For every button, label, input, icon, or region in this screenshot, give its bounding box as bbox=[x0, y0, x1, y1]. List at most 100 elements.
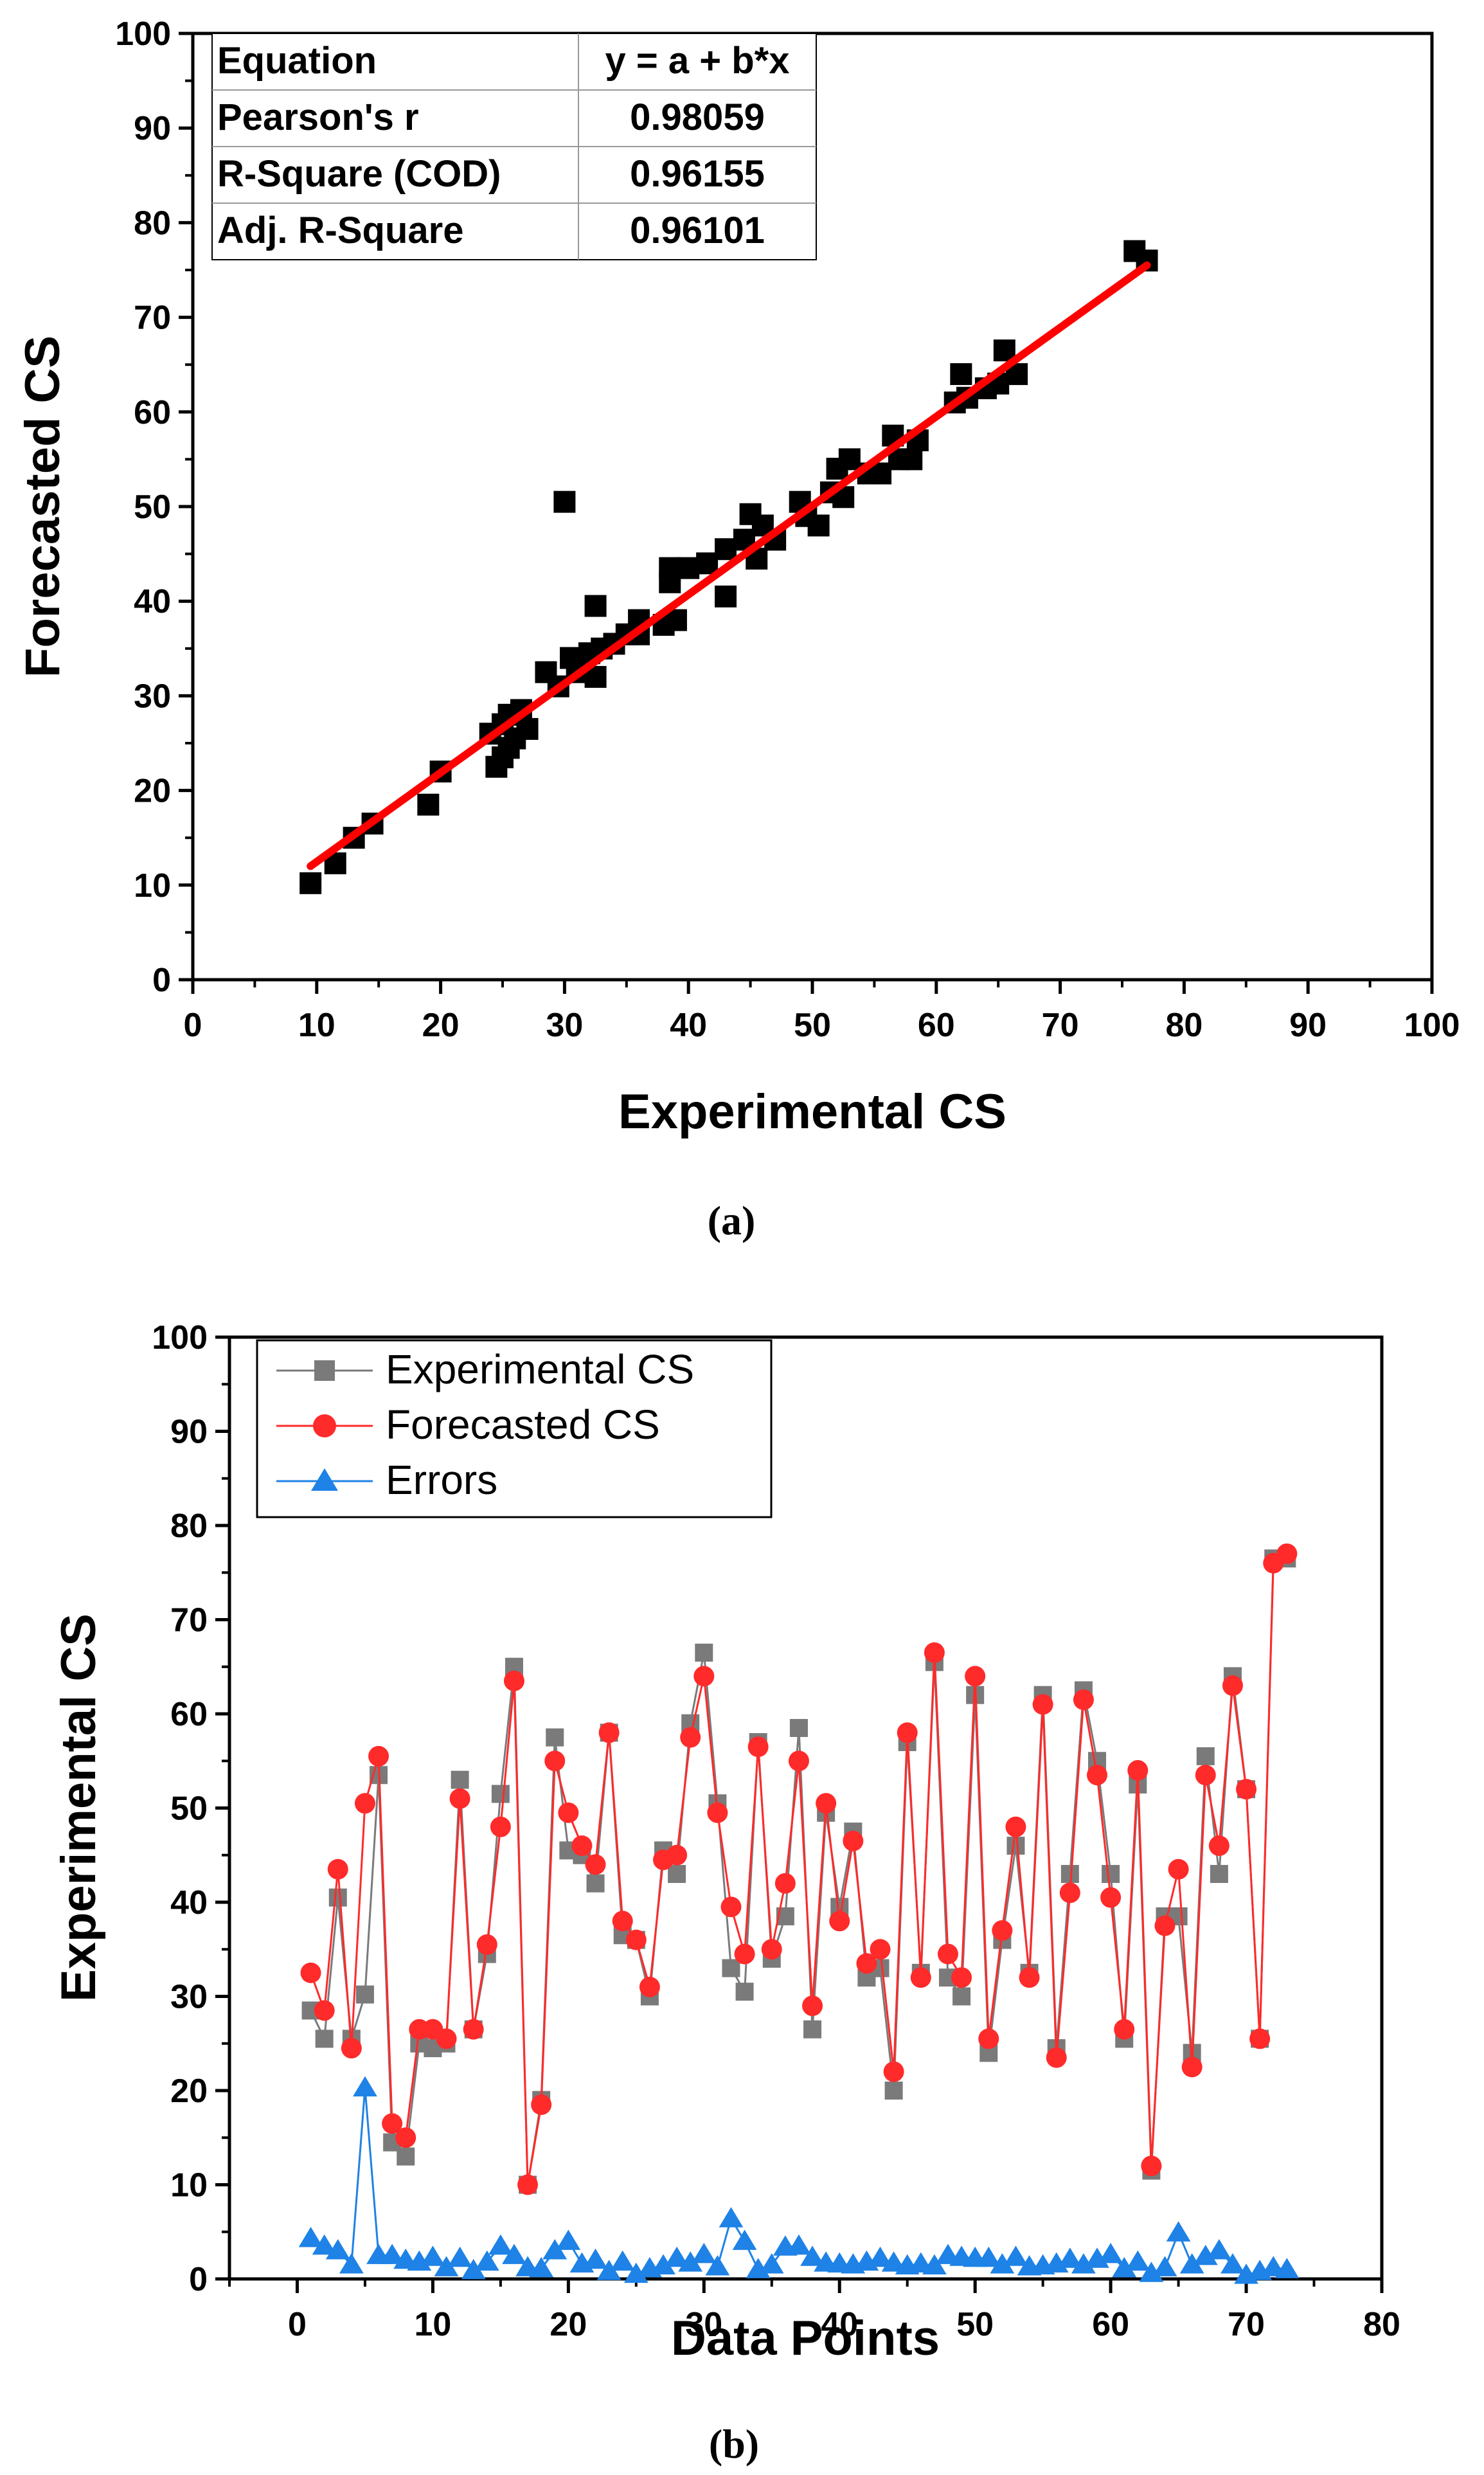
y-tick-label-a: 20 bbox=[134, 773, 171, 810]
legend-label-experimental: Experimental CS bbox=[386, 1346, 694, 1392]
x-tick-label-a: 30 bbox=[546, 1007, 583, 1044]
x-tick-label-b: 70 bbox=[1228, 2306, 1265, 2343]
stats-label-r-square: R-Square (COD) bbox=[217, 153, 501, 195]
point-forecasted bbox=[1127, 1760, 1149, 1781]
point-forecasted bbox=[382, 2113, 403, 2134]
x-tick-label-a: 80 bbox=[1165, 1007, 1202, 1044]
point-forecasted bbox=[463, 2019, 484, 2040]
point-error bbox=[1112, 2256, 1137, 2278]
point-forecasted bbox=[761, 1939, 782, 1960]
point-forecasted bbox=[612, 1911, 633, 1932]
point-forecasted bbox=[1141, 2156, 1162, 2177]
point-error bbox=[461, 2258, 486, 2280]
point-forecasted bbox=[870, 1939, 891, 1960]
point-experimental bbox=[315, 2030, 334, 2048]
point-experimental bbox=[695, 1643, 713, 1662]
point-experimental bbox=[491, 1785, 510, 1803]
point-forecasted bbox=[354, 1793, 375, 1814]
point-experimental bbox=[735, 1983, 754, 2001]
y-tick-label-b: 80 bbox=[170, 1508, 208, 1545]
x-tick-label-a: 100 bbox=[1404, 1007, 1460, 1044]
x-tick-label-b: 80 bbox=[1363, 2306, 1400, 2343]
point-error bbox=[787, 2234, 811, 2255]
y-tick-label-a: 60 bbox=[134, 394, 171, 431]
point-error bbox=[705, 2254, 730, 2276]
x-tick-label-a: 70 bbox=[1042, 1007, 1079, 1044]
point-experimental bbox=[1006, 1837, 1025, 1855]
y-tick-label-a: 10 bbox=[134, 867, 171, 905]
x-tick-label-b: 0 bbox=[288, 2306, 307, 2343]
point-error bbox=[1206, 2239, 1231, 2260]
point-experimental bbox=[397, 2147, 415, 2166]
point-forecasted bbox=[1181, 2056, 1202, 2078]
point-error bbox=[868, 2246, 893, 2267]
point-experimental bbox=[451, 1770, 469, 1789]
point-error bbox=[474, 2250, 499, 2271]
x-tick-label-b: 20 bbox=[550, 2306, 587, 2343]
scatter-point bbox=[299, 872, 322, 894]
line-panel-b: 0 10 20 30 40 50 60 70 800102030405060708090100 … bbox=[51, 1319, 1400, 2467]
point-forecasted bbox=[1032, 1694, 1053, 1715]
point-forecasted bbox=[1249, 2028, 1271, 2049]
point-experimental bbox=[1196, 1747, 1215, 1765]
point-error bbox=[542, 2239, 568, 2260]
stats-value-adj-r-square: 0.96101 bbox=[630, 210, 765, 251]
legend-marker-triangle bbox=[311, 1468, 338, 1491]
point-experimental bbox=[328, 1888, 347, 1907]
stats-label-pearson: Pearson's r bbox=[217, 96, 419, 138]
point-forecasted bbox=[531, 2094, 552, 2115]
point-error bbox=[732, 2229, 757, 2250]
point-error bbox=[990, 2253, 1015, 2274]
point-error bbox=[325, 2239, 350, 2260]
point-forecasted bbox=[693, 1666, 715, 1687]
stats-value-equation: y = a + b*x bbox=[605, 40, 790, 82]
point-forecasted bbox=[341, 2038, 362, 2059]
scatter-panel-a: 0 10 20 30 40 50 60 70 80 90 100 0 10 20 30 40 50 60 70 80 9… bbox=[15, 15, 1460, 1243]
scatter-point bbox=[584, 595, 607, 617]
point-forecasted bbox=[1276, 1543, 1298, 1564]
point-error bbox=[1152, 2256, 1177, 2276]
point-forecasted bbox=[1019, 1967, 1040, 1988]
point-error bbox=[1057, 2247, 1082, 2268]
point-forecasted bbox=[585, 1854, 606, 1875]
point-experimental bbox=[586, 1874, 605, 1893]
point-error bbox=[529, 2256, 554, 2278]
scatter-point bbox=[715, 585, 737, 608]
point-forecasted bbox=[1059, 1882, 1080, 1904]
point-forecasted bbox=[1114, 2019, 1135, 2040]
y-tick-label-a: 80 bbox=[134, 204, 171, 242]
y-tick-label-a: 70 bbox=[134, 300, 171, 337]
legend-label-errors: Errors bbox=[386, 1457, 497, 1503]
point-error bbox=[719, 2207, 744, 2228]
point-forecasted bbox=[788, 1751, 809, 1772]
point-forecasted bbox=[707, 1802, 728, 1823]
legend-marker-circle bbox=[313, 1414, 336, 1437]
point-error bbox=[1071, 2253, 1096, 2274]
point-forecasted bbox=[965, 1666, 986, 1687]
point-error bbox=[1220, 2253, 1245, 2274]
point-forecasted bbox=[829, 1911, 850, 1932]
point-forecasted bbox=[937, 1943, 958, 1965]
point-error bbox=[1274, 2258, 1300, 2278]
point-error bbox=[1139, 2262, 1164, 2282]
point-experimental bbox=[546, 1728, 564, 1747]
x-tick-label-a: 10 bbox=[298, 1007, 335, 1044]
point-forecasted bbox=[1154, 1915, 1176, 1936]
point-forecasted bbox=[558, 1802, 579, 1823]
scatter-point bbox=[950, 363, 972, 385]
legend-marker-square bbox=[314, 1360, 335, 1381]
point-error bbox=[353, 2076, 377, 2097]
scatter-point bbox=[900, 448, 923, 471]
point-forecasted bbox=[300, 1962, 321, 1983]
x-tick-label-b: 30 bbox=[685, 2306, 722, 2343]
point-forecasted bbox=[1168, 1859, 1189, 1880]
caption-b: (b) bbox=[709, 2421, 759, 2467]
point-forecasted bbox=[1046, 2047, 1067, 2068]
point-forecasted bbox=[490, 1816, 511, 1837]
point-error bbox=[678, 2251, 703, 2272]
y-tick-label-a: 100 bbox=[115, 15, 171, 53]
legend: Experimental CS Forecasted CS Errors bbox=[256, 1339, 773, 1518]
y-tick-label-a: 0 bbox=[152, 962, 171, 999]
y-tick-label-a: 90 bbox=[134, 110, 171, 147]
